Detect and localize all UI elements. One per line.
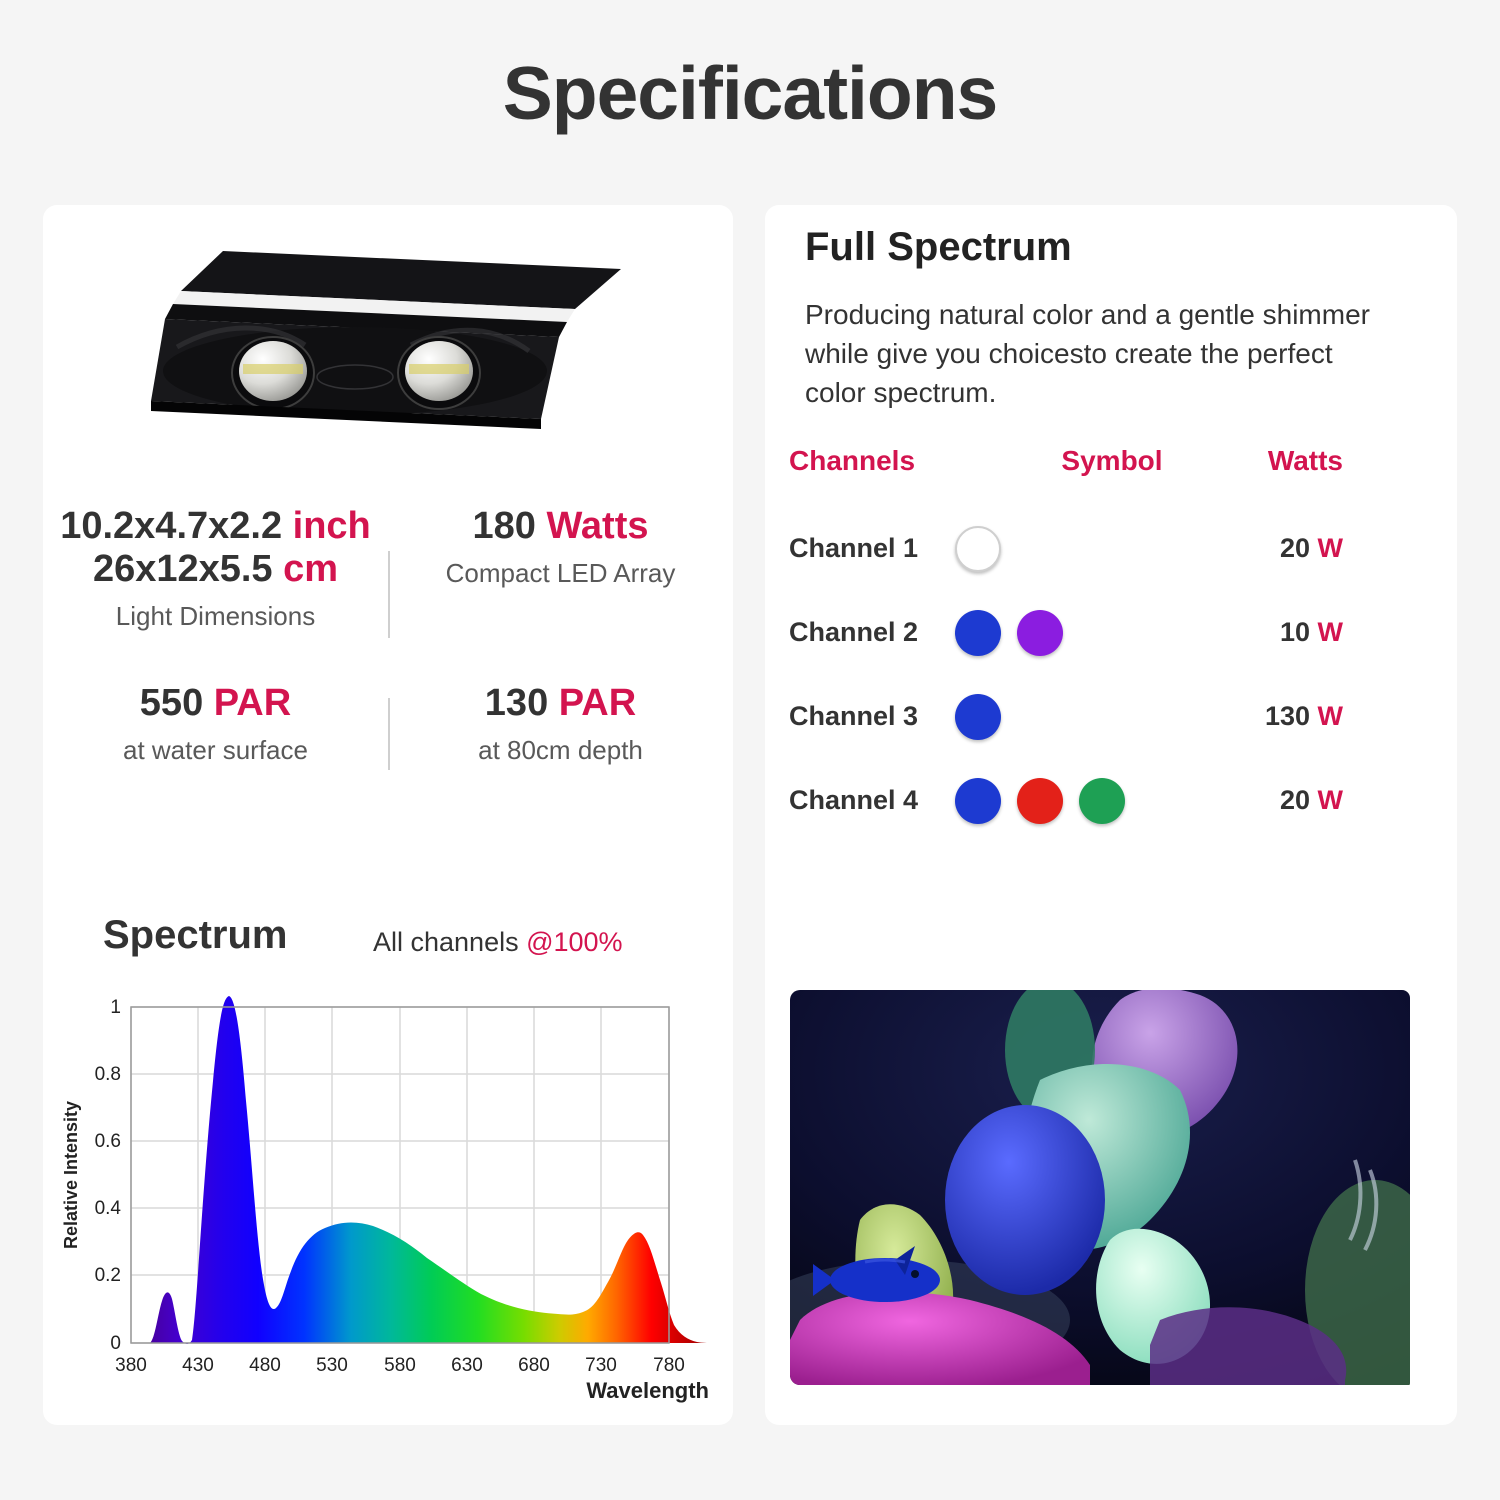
svg-text:Wavelength: Wavelength: [586, 1378, 709, 1403]
svg-text:530: 530: [316, 1355, 348, 1376]
svg-text:0: 0: [110, 1333, 121, 1354]
svg-text:580: 580: [384, 1355, 416, 1376]
svg-text:380: 380: [115, 1355, 147, 1376]
svg-text:430: 430: [182, 1355, 214, 1376]
svg-text:0.8: 0.8: [95, 1064, 121, 1085]
svg-text:1: 1: [110, 997, 121, 1018]
svg-text:480: 480: [249, 1355, 281, 1376]
svg-text:0.4: 0.4: [95, 1198, 122, 1219]
svg-text:680: 680: [518, 1355, 550, 1376]
svg-text:Relative Intensity: Relative Intensity: [61, 1101, 81, 1249]
svg-text:0.6: 0.6: [95, 1131, 121, 1152]
svg-text:630: 630: [451, 1355, 483, 1376]
svg-text:730: 730: [585, 1355, 617, 1376]
svg-text:0.2: 0.2: [95, 1265, 121, 1286]
svg-text:780: 780: [653, 1355, 685, 1376]
